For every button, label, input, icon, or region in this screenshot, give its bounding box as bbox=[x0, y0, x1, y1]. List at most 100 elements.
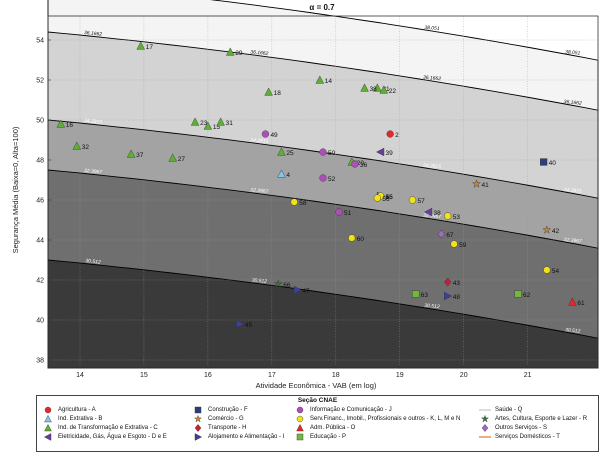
data-point bbox=[348, 234, 356, 242]
legend-marker bbox=[194, 433, 203, 441]
legend-label: Educação - P bbox=[310, 434, 347, 440]
point-label: 15 bbox=[213, 124, 221, 131]
point-label: 32 bbox=[82, 144, 90, 151]
data-point bbox=[126, 149, 136, 158]
legend-item: Serv.Financ., Imobil., Profissionais e o… bbox=[293, 415, 478, 423]
legend-item: Saúde - Q bbox=[478, 406, 588, 414]
data-point bbox=[568, 297, 577, 306]
data-point bbox=[437, 229, 445, 239]
x-tick-label: 17 bbox=[268, 372, 276, 379]
data-points: 2 4 14 15 16 17 18 20 21 22 23 25 27 29 31 32 37 38 39 40 41… bbox=[56, 41, 585, 329]
point-label: 20 bbox=[357, 160, 365, 167]
point-label: 22 bbox=[389, 88, 397, 95]
data-point bbox=[514, 290, 522, 298]
data-point bbox=[450, 240, 458, 248]
point-label: 49 bbox=[270, 132, 278, 139]
point-label: 21 bbox=[382, 86, 390, 93]
data-point bbox=[360, 83, 369, 92]
contour-label: 34.2815 bbox=[84, 118, 103, 126]
legend-item: Serviços Domésticos - T bbox=[478, 433, 588, 441]
contour-label: 36.1662 bbox=[84, 30, 103, 38]
point-label: 59 bbox=[459, 242, 467, 249]
legend-item: Construção - F bbox=[191, 406, 293, 414]
legend-item: Adm. Pública - O bbox=[293, 424, 478, 432]
legend-marker-shape bbox=[44, 415, 52, 423]
legend-marker bbox=[481, 424, 489, 432]
data-point bbox=[373, 83, 382, 92]
point-label: 46 bbox=[386, 194, 394, 201]
legend-item: Comércio - G bbox=[191, 415, 293, 423]
legend-marker bbox=[296, 415, 304, 423]
legend-label: Outros Serviços - S bbox=[495, 425, 548, 431]
legend-marker bbox=[479, 436, 491, 438]
data-point bbox=[376, 147, 385, 157]
data-point bbox=[203, 121, 213, 130]
y-tick-label: 48 bbox=[36, 158, 44, 165]
data-point bbox=[216, 117, 225, 126]
point-label: 60 bbox=[357, 236, 365, 243]
legend-marker bbox=[44, 415, 52, 423]
point-label: 4 bbox=[286, 172, 290, 179]
legend-marker-shape bbox=[194, 424, 202, 432]
data-point bbox=[412, 290, 420, 298]
x-axis-ticks: 14 15 16 17 18 19 20 21 bbox=[76, 365, 532, 379]
legend-label: Saúde - Q bbox=[495, 407, 523, 413]
legend-item: Ind. Extrativa - B bbox=[41, 415, 191, 423]
x-tick-label: 19 bbox=[396, 372, 404, 379]
legend-label: Transporte - H bbox=[208, 425, 247, 431]
point-label: 57 bbox=[418, 198, 426, 205]
data-point bbox=[236, 319, 245, 329]
legend-marker-shape bbox=[296, 406, 304, 414]
legend-label: Alojamento e Alimentação - I bbox=[208, 434, 285, 440]
legend-entries: Agricultura - A Ind. Extrativa - B Ind. de… bbox=[41, 406, 594, 441]
contour-label: 32.3967 bbox=[423, 213, 442, 221]
data-point bbox=[373, 194, 381, 202]
legend-marker-shape bbox=[43, 433, 52, 441]
legend-label: Comércio - G bbox=[208, 416, 244, 422]
point-label: 23 bbox=[200, 120, 208, 127]
data-point bbox=[543, 266, 551, 274]
legend-marker-shape bbox=[296, 433, 304, 441]
x-tick-label: 20 bbox=[460, 372, 468, 379]
legend-marker bbox=[44, 424, 52, 432]
data-point bbox=[277, 169, 286, 178]
legend-marker-shape bbox=[193, 415, 203, 423]
contour-label: 38.051 bbox=[424, 25, 440, 32]
data-point bbox=[542, 225, 552, 234]
point-label: 48 bbox=[453, 294, 461, 301]
legend-marker bbox=[479, 409, 491, 411]
point-label: 45 bbox=[245, 322, 253, 329]
point-label: 54 bbox=[552, 268, 560, 275]
data-point bbox=[168, 153, 177, 162]
contour-label: 34.2815 bbox=[423, 163, 442, 171]
data-point bbox=[293, 285, 302, 295]
point-label: 37 bbox=[136, 152, 144, 159]
contour-label: 30.512 bbox=[424, 303, 440, 310]
legend-title: Seção CNAE bbox=[297, 397, 338, 404]
legend-label: Agricultura - A bbox=[58, 407, 96, 413]
point-label: 17 bbox=[146, 44, 154, 51]
legend-item: Eletricidade, Gás, Água e Esgoto - D e E bbox=[41, 433, 191, 441]
contour-label: 36.1662 bbox=[563, 99, 582, 107]
x-tick-label: 15 bbox=[140, 372, 148, 379]
data-point bbox=[540, 158, 548, 166]
y-tick-label: 46 bbox=[36, 198, 44, 205]
legend-marker-shape bbox=[296, 415, 304, 423]
legend-marker bbox=[194, 424, 202, 432]
point-label: 36 bbox=[360, 162, 368, 169]
legend-marker bbox=[296, 424, 304, 432]
contour-band bbox=[47, 259, 599, 369]
x-tick-label: 14 bbox=[76, 372, 84, 379]
legend-label: Ind. de Transformação e Extrativa - C bbox=[58, 425, 158, 431]
data-point bbox=[379, 85, 388, 94]
data-point bbox=[261, 130, 270, 138]
y-axis-label: Segurança Média (Baixa=0, Alta=100) bbox=[11, 126, 20, 253]
legend-marker bbox=[194, 406, 202, 414]
legend-marker bbox=[44, 406, 52, 414]
data-point bbox=[319, 148, 327, 156]
y-tick-label: 44 bbox=[36, 238, 44, 245]
point-label: 42 bbox=[552, 228, 560, 235]
point-label: 66 bbox=[283, 282, 291, 289]
contour-label: 30.512 bbox=[85, 258, 101, 265]
data-point bbox=[190, 117, 200, 126]
